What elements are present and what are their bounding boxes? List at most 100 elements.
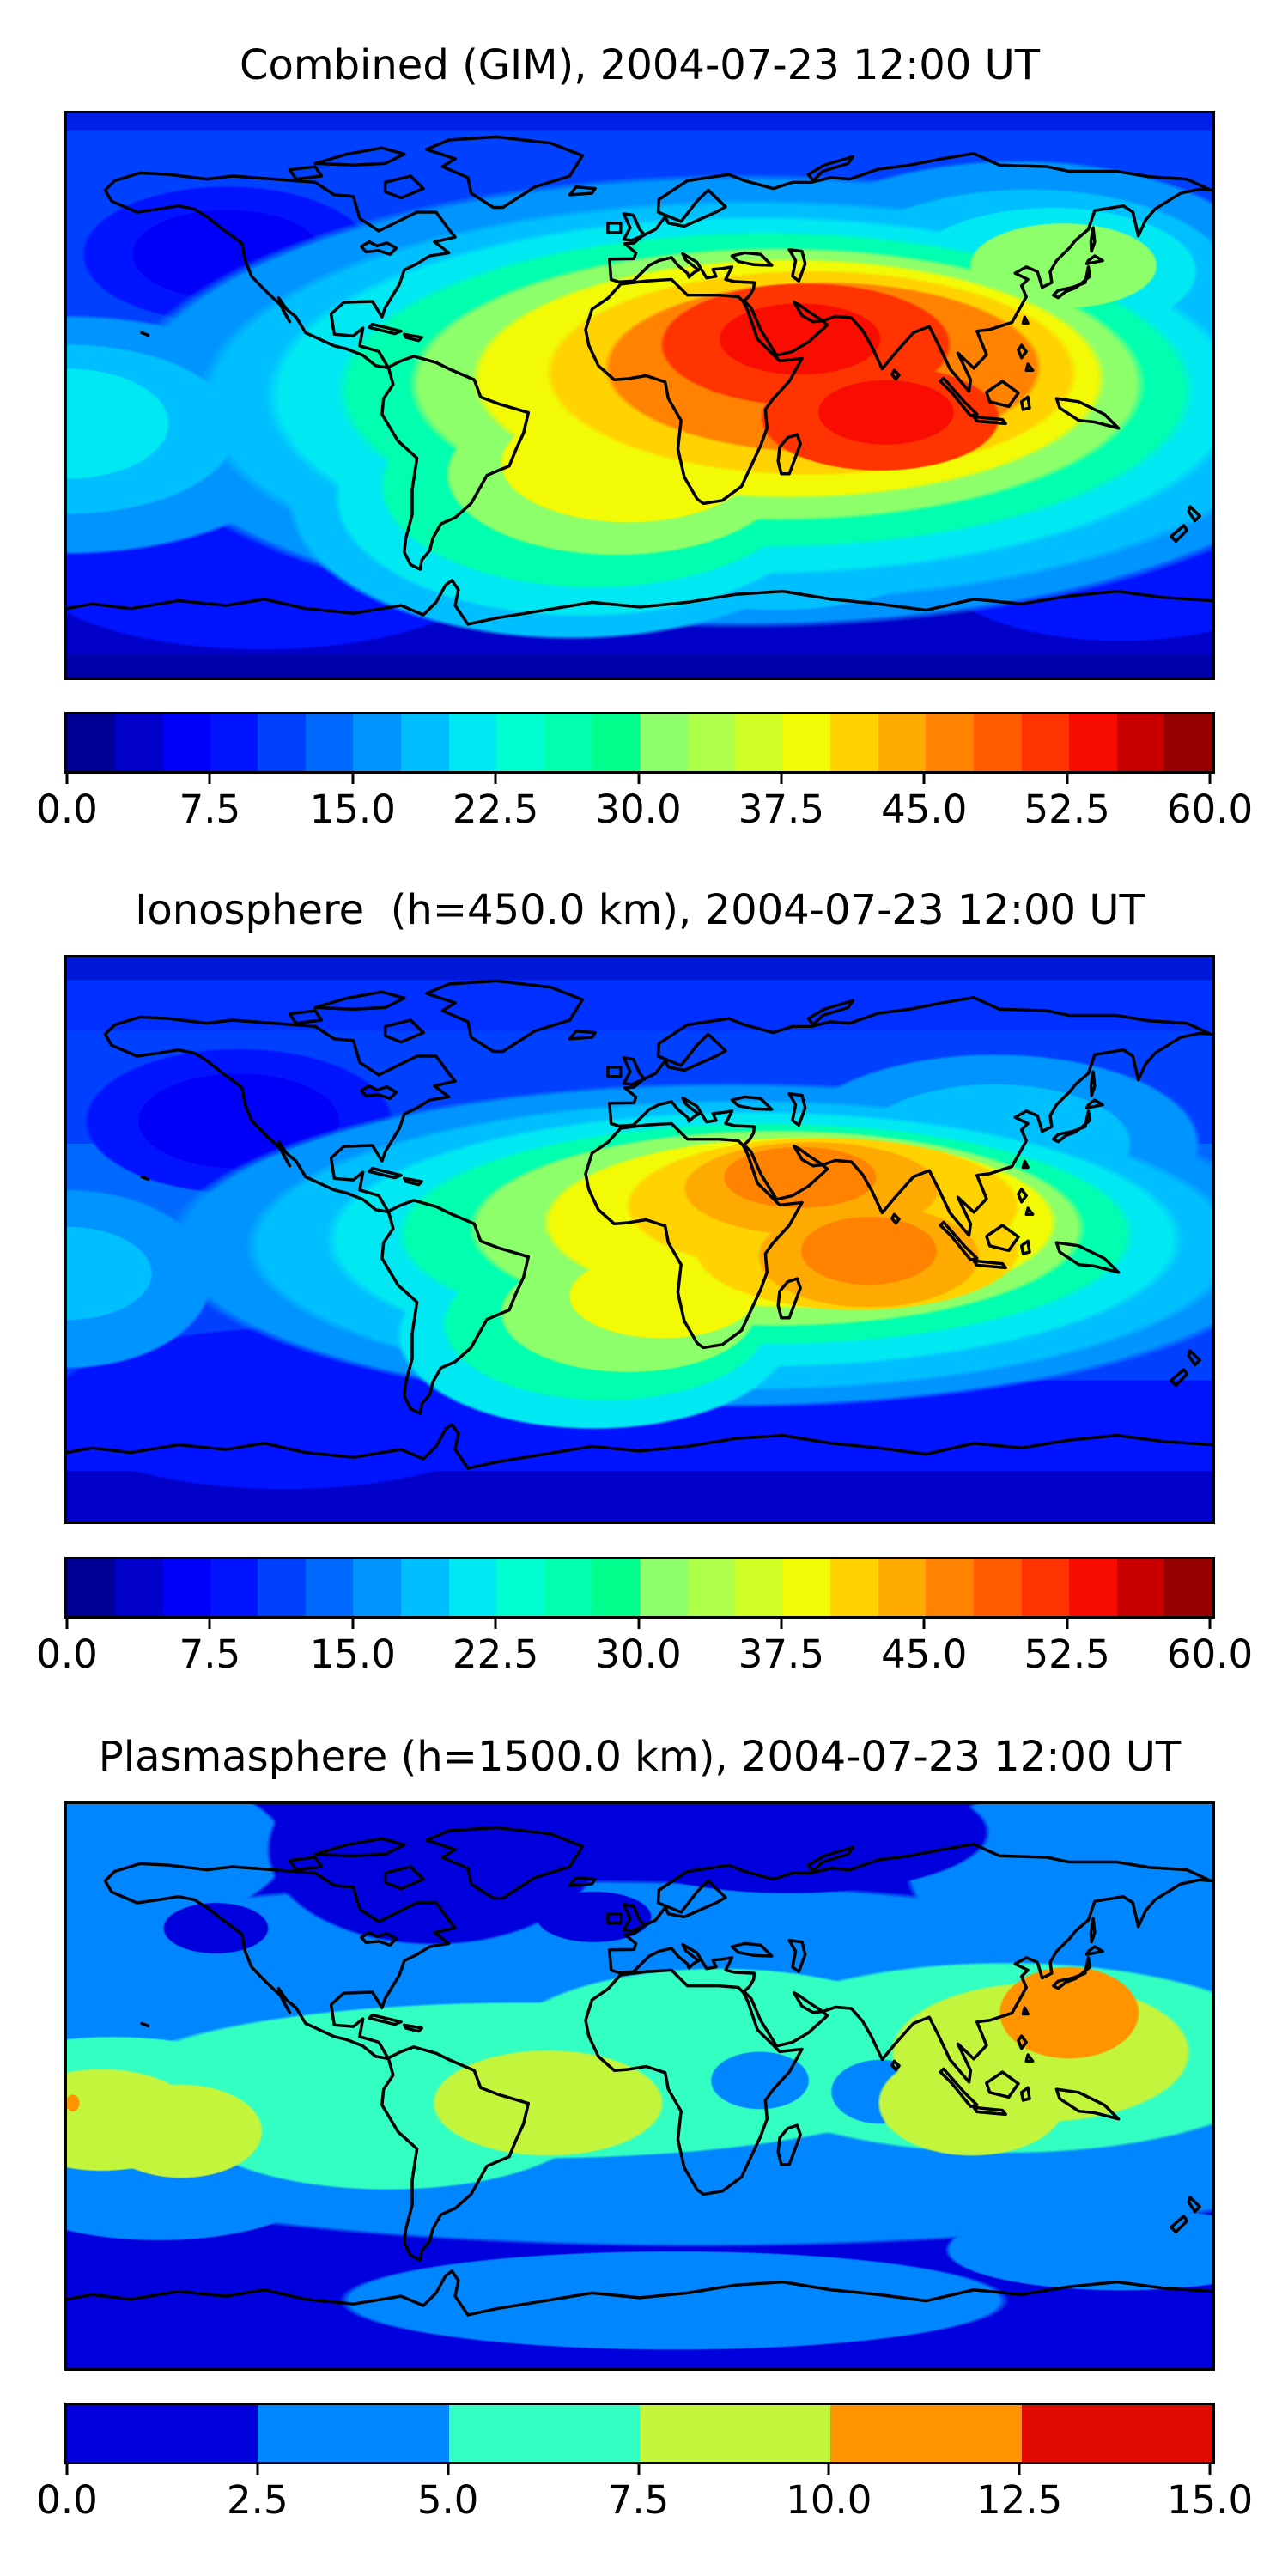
colorbar-segment [67,1559,115,1616]
colorbar-segment [687,714,736,771]
panel-3-title: Plasmasphere (h=1500.0 km), 2004-07-23 1… [98,1733,1182,1781]
map-ionosphere [64,955,1215,1524]
colorbar-segment [782,714,831,771]
colorbar-segment [878,714,927,771]
colorbar-tick-mark [1066,771,1069,784]
colorbar-tick-label: 37.5 [738,787,824,832]
colorbar-segment [973,714,1022,771]
colorbar-segment [353,714,402,771]
colorbar-tick-label: 12.5 [976,2477,1063,2523]
colorbar-tick-label: 0.0 [36,1631,98,1677]
colorbar-tick-label: 60.0 [1166,787,1254,832]
colorbar-segment [210,714,258,771]
colorbar-tick-mark [922,771,926,784]
colorbar-tick-label: 7.5 [179,1631,241,1677]
colorbar-ionosphere [64,1557,1215,1619]
colorbar-segment [735,714,783,771]
colorbar-segment [1069,1559,1117,1616]
colorbar-segment [687,1559,736,1616]
colorbar-tick-mark [65,1616,69,1629]
colorbar-segment [926,1559,974,1616]
colorbar-tick-mark [447,2462,450,2475]
colorbar-tick-mark [1208,771,1212,784]
colorbar-tick-mark [1018,2462,1021,2475]
colorbar-tick-mark [351,771,355,784]
colorbar-segment [1021,714,1070,771]
colorbar-segment [878,1559,927,1616]
colorbar-tick-mark [922,1616,926,1629]
colorbar-segment [1021,2405,1212,2462]
colorbar-segment [544,1559,592,1616]
panel-1-title: Combined (GIM), 2004-07-23 12:00 UT [239,41,1041,89]
colorbar-tick-mark [780,1616,783,1629]
colorbar-ticks-combined: 0.0 7.5 15.0 22.5 30.0 37.5 45.0 52.5 60.0 [36,771,1253,853]
colorbar-segment [114,1559,163,1616]
colorbar-tick-label: 0.0 [36,2477,98,2523]
colorbar-segment [926,714,974,771]
colorbar-segment [67,714,115,771]
coastlines-icon [67,979,1212,1470]
colorbar-segment [258,1559,306,1616]
colorbar-segment [305,1559,354,1616]
colorbar-tick-label: 45.0 [881,1631,968,1677]
colorbar-segment [544,714,592,771]
colorbar-segment [496,714,544,771]
colorbar-segment [1164,1559,1212,1616]
colorbar-segment [1069,714,1117,771]
colorbar-segment [258,2405,449,2462]
colorbar-tick-mark [637,1616,640,1629]
colorbar-tick-label: 45.0 [881,787,968,832]
colorbar-segment [782,1559,831,1616]
colorbar-tick-mark [208,1616,211,1629]
colorbar-segment [1021,1559,1070,1616]
colorbar-tick-label: 60.0 [1166,1631,1254,1677]
colorbar-tick-label: 22.5 [453,787,539,832]
colorbar-tick-label: 30.0 [595,787,682,832]
colorbar-segment [639,714,688,771]
colorbar-tick-label: 7.5 [179,787,241,832]
colorbar-segment [639,2405,831,2462]
coastlines-icon [67,1826,1212,2317]
colorbar-combined [64,712,1215,774]
colorbar-tick-label: 2.5 [227,2477,289,2523]
colorbar-tick-label: 30.0 [595,1631,682,1677]
colorbar-tick-label: 15.0 [309,787,396,832]
colorbar-plasmasphere [64,2403,1215,2464]
colorbar-tick-mark [827,2462,830,2475]
colorbar-tick-mark [351,1616,355,1629]
colorbar-segment [592,1559,640,1616]
map-combined [64,111,1215,680]
colorbar-tick-mark [256,2462,259,2475]
colorbar-segment [210,1559,258,1616]
colorbar-segment [258,714,306,771]
colorbar-tick-mark [1208,2462,1212,2475]
colorbar-segment [1116,714,1165,771]
colorbar-tick-mark [65,2462,69,2475]
colorbar-segment [448,1559,497,1616]
colorbar-segment [830,1559,878,1616]
colorbar-segment [639,1559,688,1616]
colorbar-segment [448,2405,640,2462]
colorbar-tick-mark [1208,1616,1212,1629]
colorbar-tick-label: 52.5 [1024,787,1110,832]
colorbar-segment [67,2405,258,2462]
colorbar-segment [735,1559,783,1616]
colorbar-segment [401,1559,449,1616]
colorbar-tick-label: 15.0 [1166,2477,1254,2523]
colorbar-tick-label: 52.5 [1024,1631,1110,1677]
colorbar-tick-mark [637,2462,640,2475]
colorbar-tick-label: 7.5 [607,2477,670,2523]
panel-2-title: Ionosphere (h=450.0 km), 2004-07-23 12:0… [135,886,1145,934]
colorbar-tick-mark [494,1616,497,1629]
colorbar-segment [973,1559,1022,1616]
colorbar-segment [830,2405,1022,2462]
colorbar-segment [448,714,497,771]
colorbar-tick-mark [1066,1616,1069,1629]
colorbar-segment [592,714,640,771]
colorbar-segment [162,714,210,771]
colorbar-tick-mark [494,771,497,784]
colorbar-segment [830,714,878,771]
colorbar-segment [162,1559,210,1616]
colorbar-tick-label: 0.0 [36,787,98,832]
colorbar-segment [353,1559,402,1616]
